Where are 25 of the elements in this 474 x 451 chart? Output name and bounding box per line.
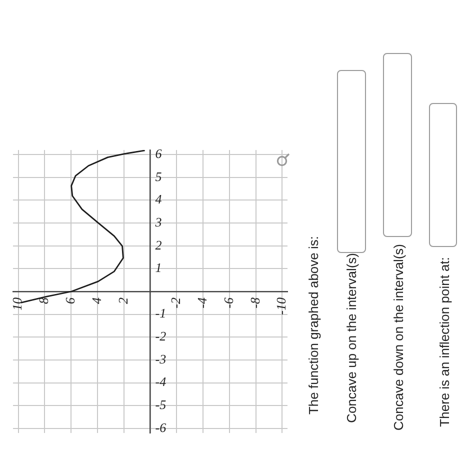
- y-tick-label: 6: [155, 146, 162, 161]
- x-tick-label: -2: [168, 297, 184, 308]
- text: Concave up on the interval(s): [344, 253, 359, 423]
- y-tick-label: 4: [155, 192, 162, 207]
- text: The function graphed above is:: [306, 236, 321, 415]
- y-tick-label: 3: [154, 214, 162, 230]
- x-tick-label: -6: [220, 297, 236, 308]
- x-tick-label: 10: [10, 297, 25, 310]
- x-tick-label: -8: [247, 297, 262, 308]
- text: Concave down on the interval(s): [391, 244, 406, 430]
- x-tick-label: 4: [88, 297, 104, 304]
- x-tick-label: 2: [115, 297, 130, 304]
- x-tick-label: -4: [194, 297, 210, 308]
- y-tick-label: -1: [155, 306, 166, 321]
- y-tick-label: -2: [155, 328, 167, 344]
- text: There is an inflection point at:: [437, 257, 452, 427]
- x-tick-label: -10: [274, 297, 289, 315]
- y-tick-label: -4: [155, 374, 167, 390]
- y-tick-label: 5: [155, 168, 162, 184]
- y-tick-label: -3: [155, 351, 167, 366]
- x-tick-label: 6: [62, 297, 78, 304]
- y-tick-label: 1: [155, 260, 162, 276]
- y-tick-label: -5: [155, 397, 167, 412]
- y-tick-label: -6: [155, 420, 167, 435]
- y-tick-label: 2: [155, 237, 162, 252]
